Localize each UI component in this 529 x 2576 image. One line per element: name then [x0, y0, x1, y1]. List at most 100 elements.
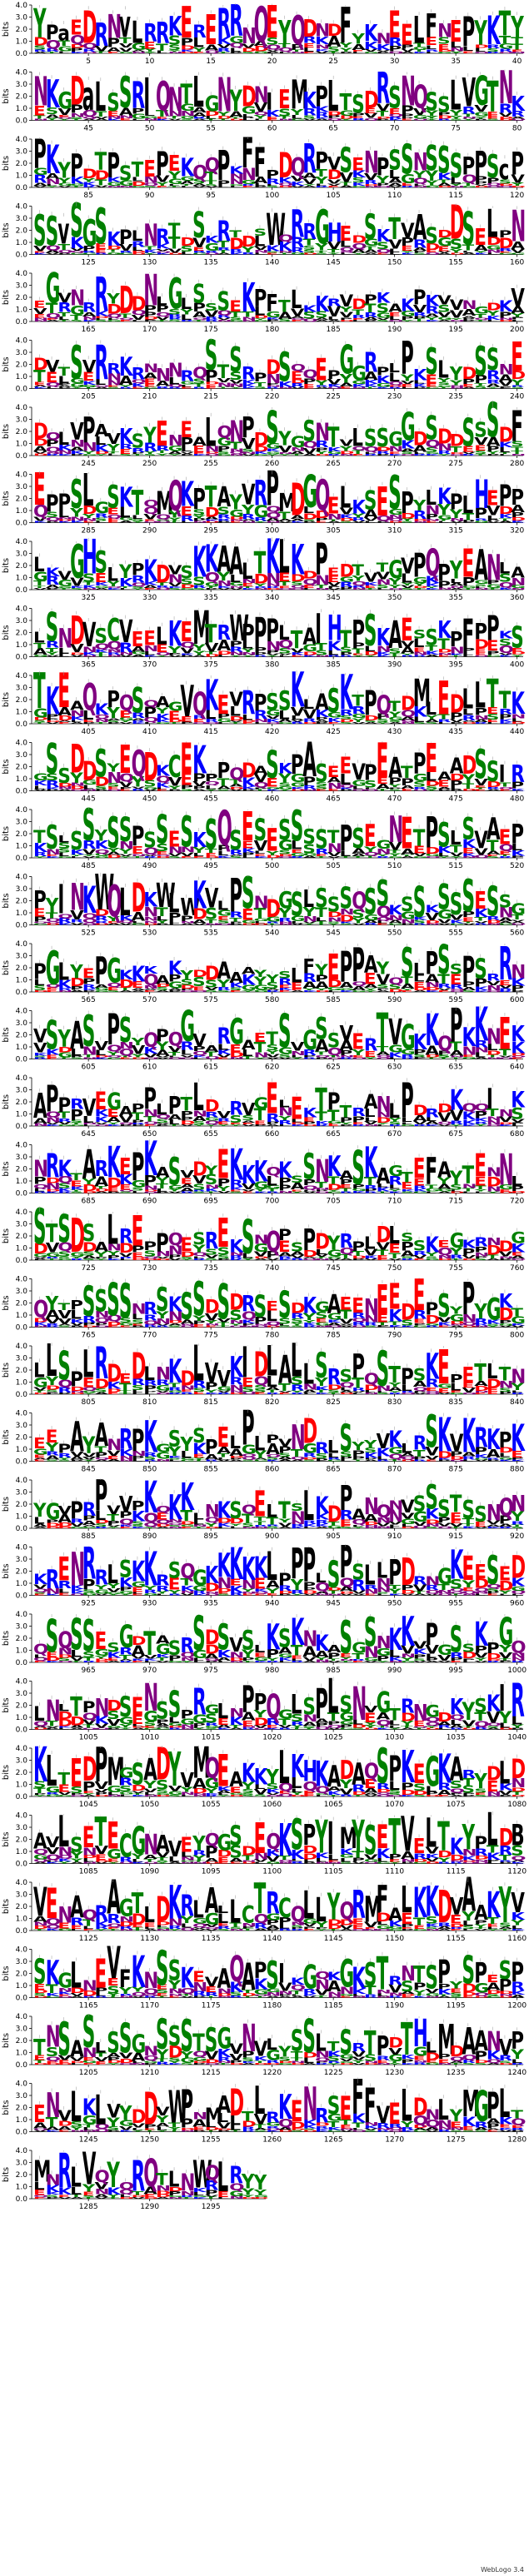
y-tick-label: 4.0 — [16, 270, 28, 278]
x-tick-label: 705 — [327, 1198, 341, 1206]
logo-letter: K — [70, 52, 85, 54]
logo-letter: Y — [448, 51, 463, 54]
logo-letter: T — [511, 42, 524, 52]
logo-letter: D — [180, 52, 195, 54]
y-tick-label: 0.0 — [16, 989, 28, 997]
logo-letter: S — [499, 891, 512, 912]
x-tick-label: 390 — [387, 661, 402, 670]
logo-letter: Q — [278, 47, 293, 53]
logo-letter: E — [474, 1148, 487, 1184]
logo-letter: T — [377, 561, 389, 575]
x-tick-label: 5 — [86, 57, 91, 66]
x-tick-label: 785 — [327, 1332, 341, 1340]
logo-letter: L — [143, 1364, 155, 1385]
logo-letter: S — [437, 815, 450, 855]
y-tick-label: 3.0 — [16, 483, 28, 491]
logo-letter: S — [487, 342, 499, 378]
y-tick-label: 2.0 — [16, 1367, 28, 1375]
logo-letter: v — [119, 4, 131, 47]
logo-letter: E — [254, 1031, 267, 1045]
x-tick-label: 550 — [387, 929, 402, 938]
logo-letter: S — [46, 1013, 58, 1059]
logo-letter: V — [217, 43, 232, 49]
logo-letter: S — [229, 826, 242, 856]
x-tick-label: 150 — [387, 259, 402, 267]
logo-letter: T — [46, 1220, 58, 1249]
logo-letter: Y — [277, 14, 291, 52]
logo-letter: P — [315, 81, 328, 113]
y-tick-label: 1.0 — [16, 1312, 28, 1320]
x-tick-label: 480 — [510, 795, 524, 804]
logo-letter: S — [242, 867, 254, 919]
x-tick-label: 105 — [327, 192, 341, 200]
y-tick-label: 1.0 — [16, 1044, 28, 1052]
logo-letter: S — [266, 744, 278, 787]
x-tick-label: 120 — [510, 192, 524, 200]
logo-letter: D — [82, 2, 97, 54]
logo-letter: E — [487, 486, 499, 511]
logo-letter: N — [315, 21, 330, 42]
logo-letter: Y — [449, 556, 463, 585]
x-tick-label: 490 — [142, 862, 157, 870]
x-tick-label: 350 — [387, 594, 402, 602]
x-tick-label: 360 — [510, 594, 524, 602]
logo-letter: E — [132, 1208, 144, 1256]
logo-letter: S — [278, 686, 291, 716]
x-tick-label: 215 — [204, 393, 218, 401]
logo-letter: S — [437, 936, 450, 984]
logo-letter: P — [33, 130, 47, 177]
logo-letter: S — [278, 1283, 291, 1327]
x-tick-label: 265 — [327, 460, 341, 468]
y-tick-label: 2.0 — [16, 830, 28, 839]
logo-letter: S — [425, 223, 437, 249]
logo-letter: Y — [167, 50, 182, 52]
y-tick-label: 0.0 — [16, 318, 28, 326]
logo-letter: N — [132, 52, 147, 54]
logo-letter: P — [107, 685, 120, 712]
logo-letter: P — [315, 535, 328, 586]
y-tick-label: 0.0 — [16, 1391, 28, 1399]
logo-letter: P — [156, 144, 169, 183]
y-tick-label: 3.0 — [16, 1153, 28, 1162]
logo-letter: T — [95, 148, 107, 177]
x-tick-label: 35 — [451, 57, 460, 66]
logo-letter: L — [462, 45, 474, 52]
y-tick-label: 2.0 — [16, 764, 28, 772]
x-tick-label: 235 — [449, 393, 463, 401]
logo-letter: P — [499, 229, 512, 240]
logo-letter: I — [143, 69, 150, 124]
logo-letter: T — [57, 39, 71, 47]
logo-letter: E — [511, 333, 523, 381]
logo-letter: P — [364, 760, 377, 785]
logo-letter: A — [205, 43, 219, 52]
logo-letter: S — [352, 1141, 364, 1196]
logo-letter: R — [33, 49, 47, 52]
logo-letter: E — [377, 1277, 389, 1323]
logo-letter: R — [487, 43, 501, 50]
logo-letter: F — [425, 1150, 437, 1193]
logo-letter: a — [57, 20, 70, 45]
logo-letter: S — [437, 36, 450, 47]
logo-letter: L — [278, 622, 290, 645]
y-tick-label: 2.0 — [16, 898, 28, 906]
logo-letter: L — [302, 47, 314, 53]
logo-letter: S — [315, 1012, 327, 1048]
logo-letter: S — [425, 137, 437, 178]
x-tick-label: 630 — [387, 1064, 402, 1072]
logo-letter: S — [474, 953, 487, 985]
x-tick-label: 305 — [327, 527, 341, 536]
logo-letter: R — [95, 17, 109, 54]
logo-letter: P — [352, 1240, 365, 1254]
y-tick-label: 1.0 — [16, 575, 28, 583]
logo-letter: L — [388, 1100, 400, 1123]
logo-letter: S — [143, 828, 156, 853]
logo-letter: L — [352, 52, 363, 54]
x-tick-label: 310 — [387, 527, 402, 536]
logo-letter: S — [401, 894, 414, 917]
logo-letter: P — [205, 772, 218, 784]
logo-letter: V — [511, 284, 525, 312]
logo-letter: T — [278, 42, 291, 48]
logo-letter: P — [291, 42, 304, 51]
logo-letter: S — [107, 89, 119, 117]
